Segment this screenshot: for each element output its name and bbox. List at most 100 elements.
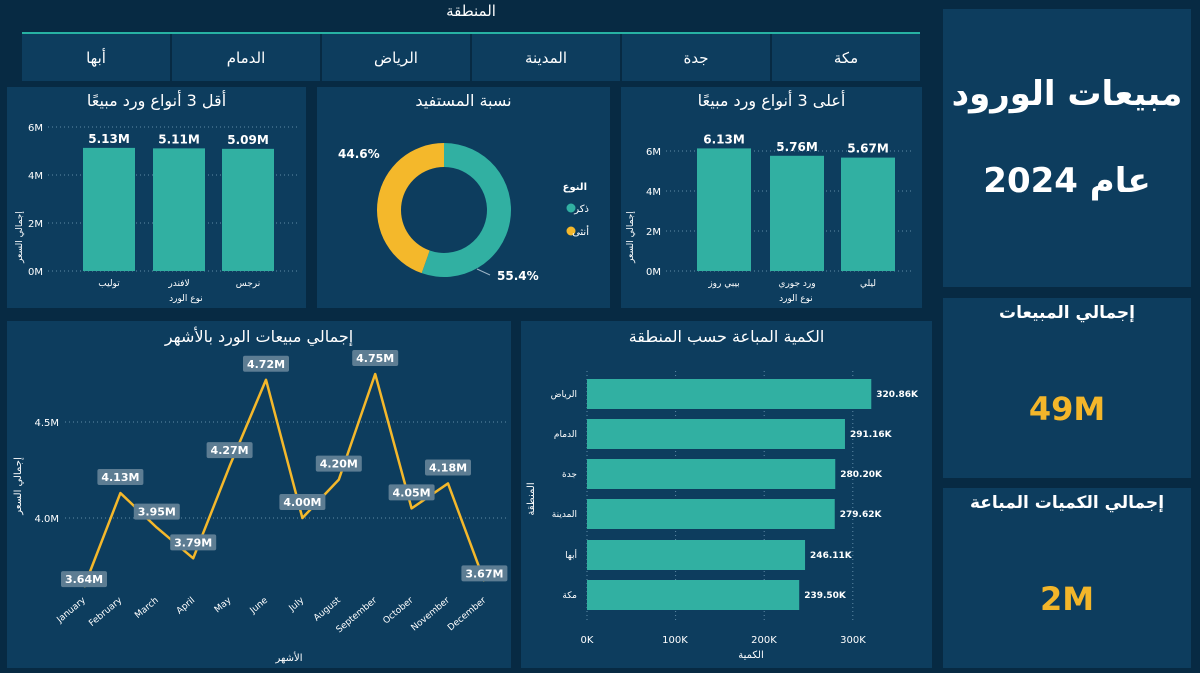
bar-data-label: 320.86K	[876, 390, 919, 400]
x-tick-300k: 300K	[840, 635, 866, 646]
kpi-total-qty-value: 2M	[1039, 580, 1095, 618]
x-tick-label: August	[312, 595, 343, 623]
bar-data-label: 280.20K	[840, 470, 883, 480]
data-label: 4.05M	[393, 486, 431, 499]
x-tick-label: March	[133, 596, 160, 621]
bar	[770, 155, 824, 271]
region-slicer-title: المنطقة	[446, 2, 496, 20]
y-tick-0m: 0M	[28, 267, 43, 278]
slicer-option-jeddah[interactable]: جدة	[622, 34, 770, 81]
y-tick-0m: 0M	[646, 267, 661, 278]
donut-chart-title: نسبة المستفيد	[415, 91, 512, 110]
bar	[153, 148, 205, 271]
bottom3-chart-title: أقل 3 أنواع ورد مبيعًا	[86, 91, 227, 110]
bar-data-label: 239.50K	[804, 591, 847, 601]
data-label-background	[133, 503, 180, 520]
y-tick-4-5m: 4.5M	[34, 418, 59, 429]
y-tick-label: المدينة	[552, 510, 577, 520]
data-label-background	[315, 455, 362, 472]
bar	[697, 148, 751, 271]
bar-data-label: 5.67M	[847, 142, 889, 156]
top3-chart: 6M 4M 2M 0M إجمالي السعر نوع الورد 6.13M…	[626, 132, 914, 304]
x-tick-label: October	[381, 595, 415, 626]
data-label-background	[97, 469, 144, 486]
data-label-background	[425, 459, 471, 476]
data-label-background	[61, 571, 107, 588]
monthly-chart-title: إجمالي مبيعات الورد بالأشهر	[164, 327, 354, 346]
bar-data-label: 279.62K	[840, 510, 883, 520]
y-tick-2m: 2M	[646, 227, 661, 238]
bar-data-label: 6.13M	[703, 132, 745, 146]
monthly-chart: 4.5M 4.0M إجمالي السعر الأشهر 3.64M Janua…	[13, 350, 508, 664]
kpi-total-sales-label: إجمالي المبيعات	[999, 303, 1135, 323]
legend-female-swatch	[566, 226, 576, 236]
x-tick-label: ورد جوري	[778, 279, 815, 289]
y-tick-label: مكة	[562, 591, 577, 601]
data-label: 4.27M	[211, 444, 249, 457]
kpi-total-sales: إجمالي المبيعات 49M	[943, 298, 1191, 478]
kpi-total-qty: إجمالي الكميات المباعة 2M	[943, 488, 1191, 668]
data-label: 3.64M	[65, 573, 103, 586]
data-label-background	[206, 442, 253, 459]
donut-leader-line	[476, 268, 491, 276]
y-tick-2m: 2M	[28, 219, 43, 230]
slicer-option-abha[interactable]: أبها	[22, 34, 170, 81]
legend-female-label: أنثى	[572, 225, 589, 238]
bar	[587, 540, 806, 570]
region-qty-chart: 0K 100K 200K 300K المنطقة الكمية 320.86K…	[526, 371, 919, 661]
x-axis-label: الكمية	[738, 650, 764, 661]
donut-chart-panel: نسبة المستفيد النوع ذكر أنثى 55.4% 44.6%	[317, 87, 610, 308]
x-tick-label: May	[213, 595, 234, 615]
y-tick-label: الرياض	[551, 390, 577, 400]
slicer-option-madinah[interactable]: المدينة	[472, 34, 620, 81]
x-tick-0k: 0K	[581, 635, 594, 646]
slicer-option-makkah[interactable]: مكة	[772, 34, 920, 81]
data-label-background	[243, 355, 289, 372]
bar	[587, 459, 836, 489]
x-tick-label: توليب	[98, 279, 120, 289]
legend-title: النوع	[563, 182, 587, 193]
region-qty-chart-title: الكمية المباعة حسب المنطقة	[628, 327, 825, 346]
legend-male-label: ذكر	[573, 204, 589, 215]
x-tick-200k: 200K	[751, 635, 777, 646]
y-tick-6m: 6M	[28, 123, 43, 134]
kpi-total-qty-label: إجمالي الكميات المباعة	[969, 493, 1165, 513]
bar-data-label: 5.13M	[88, 132, 130, 146]
y-tick-4m: 4M	[28, 171, 43, 182]
x-tick-100k: 100K	[662, 635, 688, 646]
title-card: مبيعات الورود عام 2024	[943, 9, 1191, 287]
data-label: 4.20M	[320, 458, 358, 471]
data-label: 4.00M	[283, 496, 321, 509]
slicer-option-riyadh[interactable]: الرياض	[322, 34, 470, 81]
data-label-background	[279, 494, 326, 510]
x-tick-label: February	[87, 595, 124, 629]
data-label: 4.13M	[101, 471, 139, 484]
data-label: 3.67M	[465, 567, 503, 580]
monthly-chart-panel: إجمالي مبيعات الورد بالأشهر 4.5M 4.0M إج…	[7, 321, 511, 668]
legend-male-swatch	[566, 203, 576, 213]
bar	[83, 147, 135, 271]
y-tick-4m: 4M	[646, 187, 661, 198]
bar	[587, 419, 845, 449]
top3-chart-panel: أعلى 3 أنواع ورد مبيعًا 6M 4M 2M 0M إجما…	[621, 87, 922, 308]
bar-data-label: 5.76M	[776, 140, 818, 154]
bottom3-chart: 6M 4M 2M 0M إجمالي السعر نوع الورد 5.13M…	[15, 123, 298, 304]
y-tick-6m: 6M	[646, 147, 661, 158]
bar	[841, 157, 895, 271]
x-tick-label: April	[175, 596, 197, 617]
dashboard-year: عام 2024	[983, 161, 1151, 201]
slicer-option-dammam[interactable]: الدمام	[172, 34, 320, 81]
data-label-background	[461, 565, 508, 582]
x-axis-label: نوع الورد	[169, 294, 203, 304]
y-tick-label: جدة	[562, 470, 577, 480]
bar-data-label: 291.16K	[850, 430, 893, 440]
x-tick-label: January	[55, 595, 89, 626]
bar	[587, 580, 800, 610]
data-label: 4.18M	[429, 461, 467, 474]
region-slicer-options: أبها الدمام الرياض المدينة جدة مكة	[22, 32, 920, 81]
x-tick-label: ليلي	[860, 279, 876, 289]
x-axis-label: الأشهر	[275, 651, 303, 664]
data-label: 4.75M	[356, 352, 394, 365]
data-label: 4.72M	[247, 358, 285, 371]
x-tick-label: November	[410, 595, 453, 633]
